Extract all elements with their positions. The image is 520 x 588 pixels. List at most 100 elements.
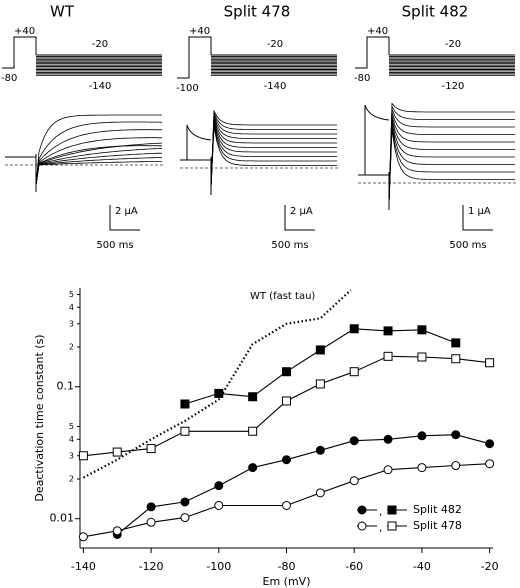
y-tick-label: 4 [69, 303, 74, 312]
low-label: -140 [89, 81, 112, 92]
marker [180, 426, 190, 436]
marker [451, 430, 461, 440]
panel-title: Split 478 [224, 3, 291, 21]
marker [282, 396, 291, 406]
marker [451, 338, 461, 348]
scale-bar [109, 205, 140, 231]
current-trace [388, 115, 515, 205]
marker [180, 513, 190, 523]
hold-label: -100 [176, 83, 199, 94]
marker [451, 461, 461, 471]
y-tick-label: 0.01 [50, 512, 75, 525]
panel-title: Split 482 [402, 3, 469, 21]
marker [248, 392, 258, 402]
current-trace [35, 161, 163, 187]
current-trace [35, 121, 163, 187]
current-trace [210, 119, 337, 190]
current-trace [388, 127, 515, 205]
marker [357, 505, 367, 515]
marker [248, 463, 258, 473]
marker [357, 521, 367, 531]
marker [485, 358, 495, 368]
x-axis-label: Em (mV) [263, 575, 311, 588]
series-line [83, 355, 490, 457]
protocol-step [177, 36, 212, 79]
marker [485, 459, 495, 469]
scale-time: 500 ms [271, 240, 308, 251]
current-trace [388, 130, 515, 205]
current-trace [35, 142, 163, 187]
current-trace [210, 123, 337, 190]
scale-time: 500 ms [449, 240, 486, 251]
x-tick-label: -60 [345, 560, 363, 573]
y-tick-label: 2 [69, 474, 74, 483]
current-trace [210, 121, 337, 190]
test-label: -20 [267, 39, 283, 50]
legend-label: Split 478 [413, 519, 462, 532]
marker [417, 463, 427, 473]
protocol-step [2, 36, 37, 69]
current-trace [388, 105, 515, 205]
x-tick-label: -140 [71, 560, 96, 573]
hold-label: -80 [1, 73, 17, 84]
protocol-step [355, 36, 390, 69]
marker [383, 434, 393, 444]
series-line [116, 434, 490, 535]
pre-trace [186, 124, 212, 160]
current-trace [388, 118, 515, 205]
y-tick-label: 2 [69, 343, 74, 352]
x-tick-label: -80 [278, 560, 296, 573]
current-trace [210, 114, 337, 190]
legend-separator: , [379, 507, 382, 518]
marker [214, 388, 224, 398]
scale-current: 1 µA [468, 206, 491, 217]
marker [349, 367, 359, 377]
x-tick-label: -20 [481, 560, 499, 573]
legend-separator: , [379, 523, 382, 534]
marker [78, 532, 88, 542]
marker [383, 326, 393, 336]
marker [315, 345, 325, 355]
y-tick-label: 0.1 [57, 380, 75, 393]
marker [112, 526, 122, 536]
x-tick-label: -40 [413, 560, 431, 573]
marker [417, 325, 427, 335]
marker [315, 488, 325, 498]
x-tick-label: -120 [139, 560, 164, 573]
pulse-label: +40 [367, 26, 388, 37]
marker [282, 367, 291, 377]
current-trace [388, 109, 515, 205]
scale-bar [462, 205, 493, 231]
marker [146, 444, 156, 454]
current-trace [210, 112, 337, 190]
current-trace [35, 114, 162, 187]
marker [78, 451, 88, 461]
marker [451, 354, 461, 364]
marker [349, 476, 359, 486]
current-trace [388, 124, 515, 205]
current-trace [35, 147, 163, 187]
marker [248, 426, 258, 436]
current-trace [210, 125, 337, 190]
scale-current: 2 µA [290, 206, 313, 217]
marker [146, 502, 156, 512]
current-trace [388, 121, 515, 205]
marker [282, 500, 291, 510]
current-trace [388, 112, 515, 205]
hold-label: -80 [354, 73, 370, 84]
series-line [83, 463, 490, 538]
wt-line [82, 289, 352, 479]
marker [315, 445, 325, 455]
marker [387, 505, 397, 515]
scale-bar [284, 205, 315, 231]
annotation: WT (fast tau) [250, 291, 315, 302]
y-tick-label: 4 [69, 435, 74, 444]
low-label: -140 [264, 81, 287, 92]
current-trace [210, 116, 337, 190]
marker [112, 447, 122, 457]
marker [214, 481, 224, 491]
y-axis-label: Deactivation time constant (s) [33, 334, 46, 501]
series-line [184, 328, 456, 405]
low-label: -120 [442, 81, 465, 92]
